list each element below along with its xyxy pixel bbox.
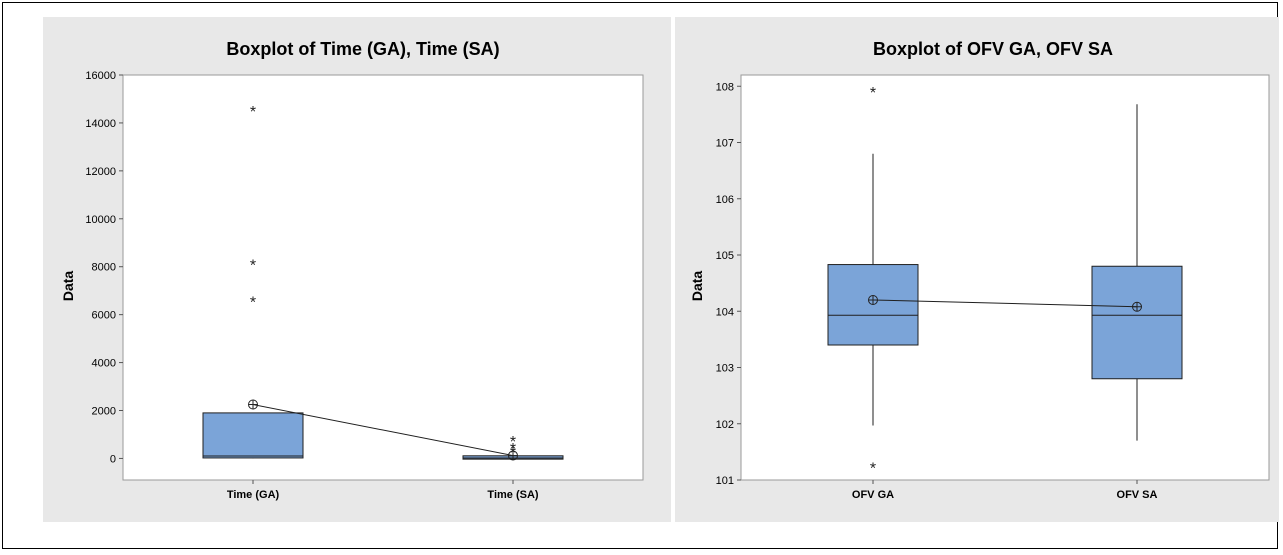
time-y-tick-label: 6000: [92, 310, 116, 322]
ofv-mean-connect-line: [872, 299, 1138, 308]
ofv-y-tick-label: 107: [716, 138, 734, 150]
time-outlier-marker: *: [250, 294, 256, 311]
time-y-tick-label: 10000: [85, 214, 116, 226]
time-y-axis-label: Data: [60, 271, 76, 302]
ofv-mean-symbol: [868, 295, 878, 305]
time-box: [202, 412, 304, 459]
ofv-plot-area: [740, 74, 1270, 481]
ofv-y-tick-label: 101: [716, 475, 734, 487]
time-mean-connect-line: [252, 404, 514, 457]
ofv-x-tick-label: OFV SA: [1117, 489, 1158, 501]
ofv-mean-symbol: [1132, 301, 1142, 312]
time-y-tick-label: 4000: [92, 358, 116, 370]
time-outlier-marker: *: [250, 257, 256, 274]
time-mean-symbol: [508, 450, 518, 461]
time-outlier-marker: *: [250, 104, 256, 121]
time-plot-area: [122, 74, 644, 481]
time-y-tick-label: 14000: [85, 118, 116, 130]
time-boxplot-panel: Boxplot of Time (GA), Time (SA) Data 0 20…: [43, 17, 671, 522]
ofv-outlier-marker: *: [870, 85, 876, 102]
ofv-y-tick-label: 106: [716, 194, 734, 206]
time-mean-symbol: [248, 399, 258, 410]
time-x-tick-label: Time (SA): [487, 489, 538, 501]
time-x-tick-label: Time (GA): [227, 489, 280, 501]
ofv-outlier-marker: *: [870, 461, 876, 478]
ofv-y-tick-label: 108: [716, 81, 734, 93]
time-y-tick-label: 0: [110, 453, 116, 465]
ofv-y-axis-label: Data: [689, 271, 705, 302]
ofv-y-tick-label: 103: [716, 363, 734, 375]
time-y-tick-label: 12000: [85, 166, 116, 178]
time-y-tick-label: 16000: [85, 70, 116, 82]
ofv-box: [1091, 265, 1183, 380]
ofv-boxplot-panel: Boxplot of OFV GA, OFV SA Data 101 102 103…: [675, 17, 1279, 522]
time-outlier-marker: *: [510, 434, 516, 451]
ofv-x-tick-label: OFV GA: [852, 489, 894, 501]
charts-canvas: Boxplot of Time (GA), Time (SA) Data 0 20…: [43, 17, 1279, 522]
ofv-y-tick-label: 104: [716, 306, 734, 318]
ofv-y-tick-label: 102: [716, 419, 734, 431]
time-y-tick-label: 8000: [92, 262, 116, 274]
time-chart-title: Boxplot of Time (GA), Time (SA): [226, 39, 499, 59]
time-y-tick-label: 2000: [92, 406, 116, 418]
ofv-y-tick-label: 105: [716, 250, 734, 262]
time-outlier-marker: *: [510, 441, 516, 458]
ofv-chart-title: Boxplot of OFV GA, OFV SA: [873, 39, 1113, 59]
